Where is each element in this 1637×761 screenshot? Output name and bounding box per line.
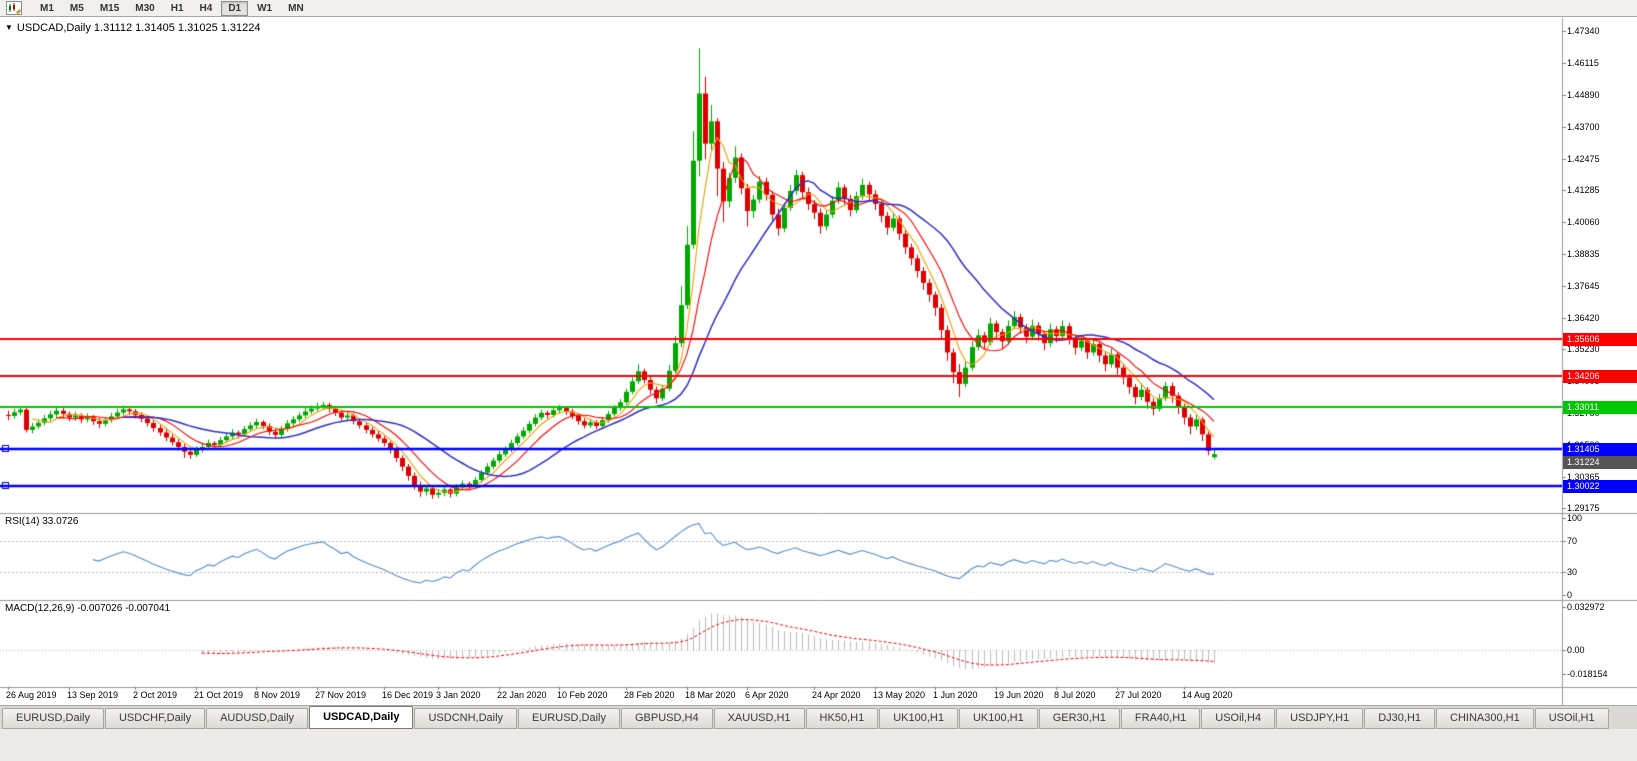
- chart-tab-usdcad-daily[interactable]: USDCAD,Daily: [309, 706, 414, 729]
- chart-tab-usdchf-daily[interactable]: USDCHF,Daily: [104, 708, 206, 729]
- chart-tab-china300-h1[interactable]: CHINA300,H1: [1436, 708, 1534, 729]
- timeframe-buttons: M1 M5 M15 M30 H1 H4 D1 W1 MN: [33, 0, 313, 16]
- tf-button-w1[interactable]: W1: [250, 1, 279, 16]
- chart-tab-audusd-daily[interactable]: AUDUSD,Daily: [206, 708, 309, 729]
- chart-tab-dj30-h1[interactable]: DJ30,H1: [1364, 708, 1436, 729]
- chart-tab-fra40-h1[interactable]: FRA40,H1: [1120, 708, 1201, 729]
- chart-tab-xauusd-h1[interactable]: XAUUSD,H1: [713, 708, 805, 729]
- chart-tab-uk100-h1[interactable]: UK100,H1: [958, 708, 1038, 729]
- chart-tab-usdjpy-h1[interactable]: USDJPY,H1: [1276, 708, 1364, 729]
- chart-tab-gbpusd-h4[interactable]: GBPUSD,H4: [621, 708, 713, 729]
- chart-tab-uk100-h1[interactable]: UK100,H1: [879, 708, 958, 729]
- chart-tab-usdcnh-daily[interactable]: USDCNH,Daily: [414, 708, 518, 729]
- timeframe-toolbar: M1 M5 M15 M30 H1 H4 D1 W1 MN: [0, 0, 1637, 17]
- chart-tab-ger30-h1[interactable]: GER30,H1: [1038, 708, 1120, 729]
- candlestick-chart-icon[interactable]: [3, 1, 25, 16]
- tf-button-h4[interactable]: H4: [193, 1, 220, 16]
- chart-tab-usoil-h1[interactable]: USOil,H1: [1534, 708, 1609, 729]
- tf-button-mn[interactable]: MN: [281, 1, 311, 16]
- chart-tab-eurusd-daily[interactable]: EURUSD,Daily: [2, 708, 104, 729]
- chart-area: ▼ USDCAD,Daily 1.31112 1.31405 1.31025 1.…: [0, 18, 1637, 705]
- chart-tab-hk50-h1[interactable]: HK50,H1: [805, 708, 879, 729]
- tf-button-m5[interactable]: M5: [63, 1, 91, 16]
- price-chart-canvas[interactable]: [0, 18, 1637, 705]
- chart-tabs-bar: EURUSD,Daily USDCHF,Daily AUDUSD,Daily USDC…: [0, 705, 1637, 729]
- tf-button-m1[interactable]: M1: [33, 1, 61, 16]
- tf-button-m30[interactable]: M30: [128, 1, 161, 16]
- tf-button-m15[interactable]: M15: [93, 1, 126, 16]
- tf-button-h1[interactable]: H1: [164, 1, 191, 16]
- chart-tab-usoil-h4[interactable]: USOil,H4: [1201, 708, 1276, 729]
- chart-tab-eurusd-daily[interactable]: EURUSD,Daily: [518, 708, 620, 729]
- candlestick-chart-glyph: [6, 1, 22, 15]
- status-bar: [0, 729, 1637, 761]
- tf-button-d1[interactable]: D1: [221, 0, 249, 16]
